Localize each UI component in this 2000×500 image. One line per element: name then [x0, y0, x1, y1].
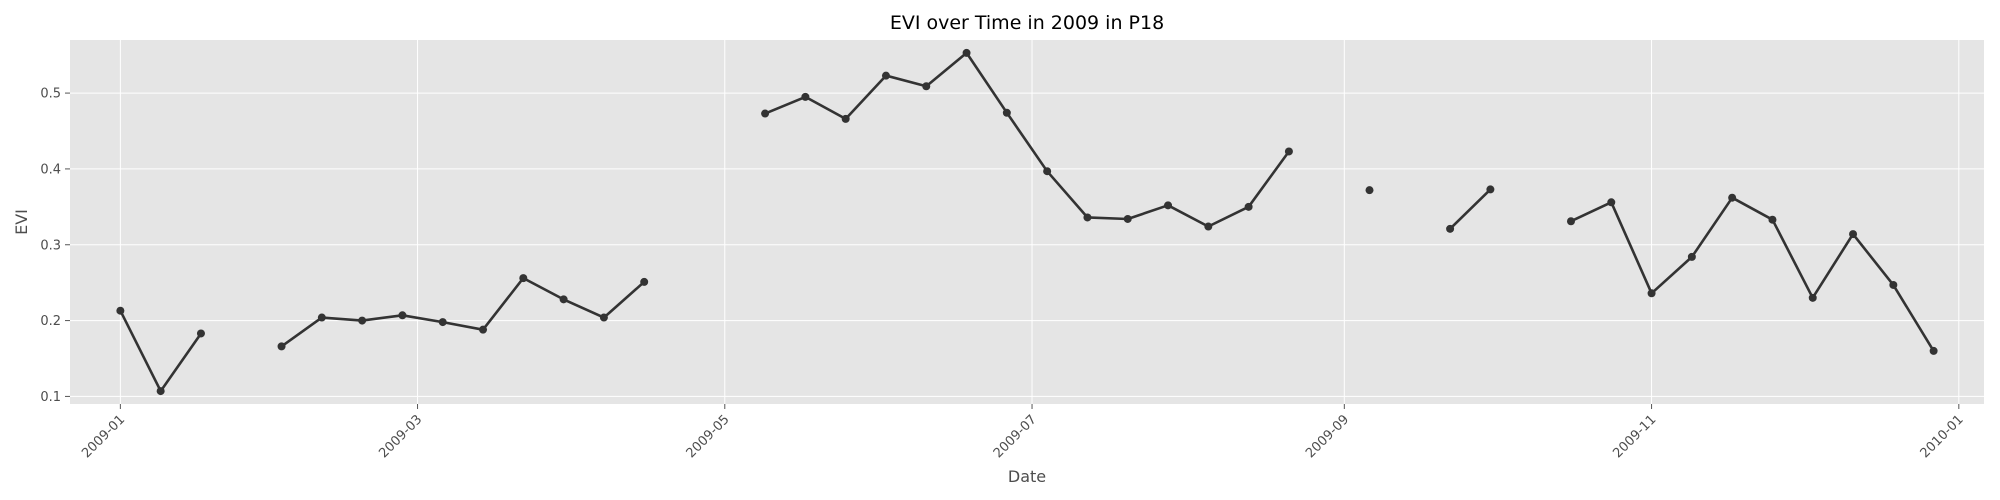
- data-point: [1284, 147, 1293, 156]
- data-point: [1446, 224, 1455, 233]
- data-point: [398, 311, 407, 320]
- x-tick-label: 2009-11: [1610, 412, 1659, 461]
- data-point: [1768, 215, 1777, 224]
- plot-panel: [70, 40, 1984, 404]
- data-point: [358, 316, 367, 325]
- x-axis-label: Date: [1008, 467, 1046, 486]
- data-point: [1123, 214, 1132, 223]
- x-axis-ticks: 2009-01 2009-03 2009-05 2009-07 2009-09 2009-…: [79, 404, 1967, 461]
- series-line-segment: [1449, 188, 1492, 230]
- y-tick-label: 0.2: [40, 314, 61, 329]
- y-tick-label: 0.5: [40, 87, 61, 102]
- data-point: [1486, 185, 1495, 194]
- data-point: [761, 109, 770, 118]
- data-point: [1566, 217, 1575, 226]
- data-point: [881, 71, 890, 80]
- data-point: [1204, 222, 1213, 231]
- data-point: [1647, 289, 1656, 298]
- data-point: [1002, 108, 1011, 117]
- data-point: [277, 342, 286, 351]
- data-point: [1889, 280, 1898, 289]
- y-axis-ticks: 0.1 0.2 0.3 0.4 0.5: [40, 87, 70, 405]
- data-point: [438, 318, 447, 327]
- data-point: [640, 277, 649, 286]
- series-line-segment: [1570, 196, 1935, 352]
- data-point: [1929, 346, 1938, 355]
- data-point: [1607, 198, 1616, 207]
- data-point: [1083, 213, 1092, 222]
- x-tick-label: 2009-09: [1303, 412, 1352, 461]
- data-point: [1244, 202, 1253, 211]
- data-point: [841, 114, 850, 123]
- x-tick-label: 2009-03: [376, 412, 425, 461]
- data-point: [156, 387, 165, 396]
- data-point: [962, 48, 971, 57]
- data-point: [1043, 167, 1052, 176]
- data-point: [519, 274, 528, 283]
- data-point: [479, 325, 488, 334]
- series-markers: [116, 48, 1938, 396]
- data-point: [1728, 193, 1737, 202]
- y-tick-label: 0.4: [40, 162, 61, 177]
- data-point: [116, 306, 125, 315]
- data-point: [922, 82, 931, 91]
- y-tick-label: 0.3: [40, 238, 61, 253]
- x-tick-label: 2009-05: [684, 412, 733, 461]
- data-point: [1687, 252, 1696, 261]
- data-point: [1808, 293, 1817, 302]
- data-point: [1164, 201, 1173, 210]
- x-tick-label: 2009-01: [79, 412, 128, 461]
- chart-title: EVI over Time in 2009 in P18: [890, 12, 1164, 34]
- y-axis-label: EVI: [12, 209, 31, 235]
- x-tick-label: 2009-07: [991, 412, 1040, 461]
- data-point: [559, 295, 568, 304]
- x-tick-label: 2010-01: [1918, 412, 1967, 461]
- series-line-segment: [764, 51, 1290, 228]
- data-point: [196, 329, 205, 338]
- data-point: [1365, 186, 1374, 195]
- y-tick-label: 0.1: [40, 390, 61, 405]
- data-point: [801, 92, 810, 101]
- data-point: [599, 313, 608, 322]
- grid-lines: [70, 40, 1984, 404]
- data-point: [317, 313, 326, 322]
- data-point: [1849, 230, 1858, 239]
- series-line-segment: [280, 276, 646, 348]
